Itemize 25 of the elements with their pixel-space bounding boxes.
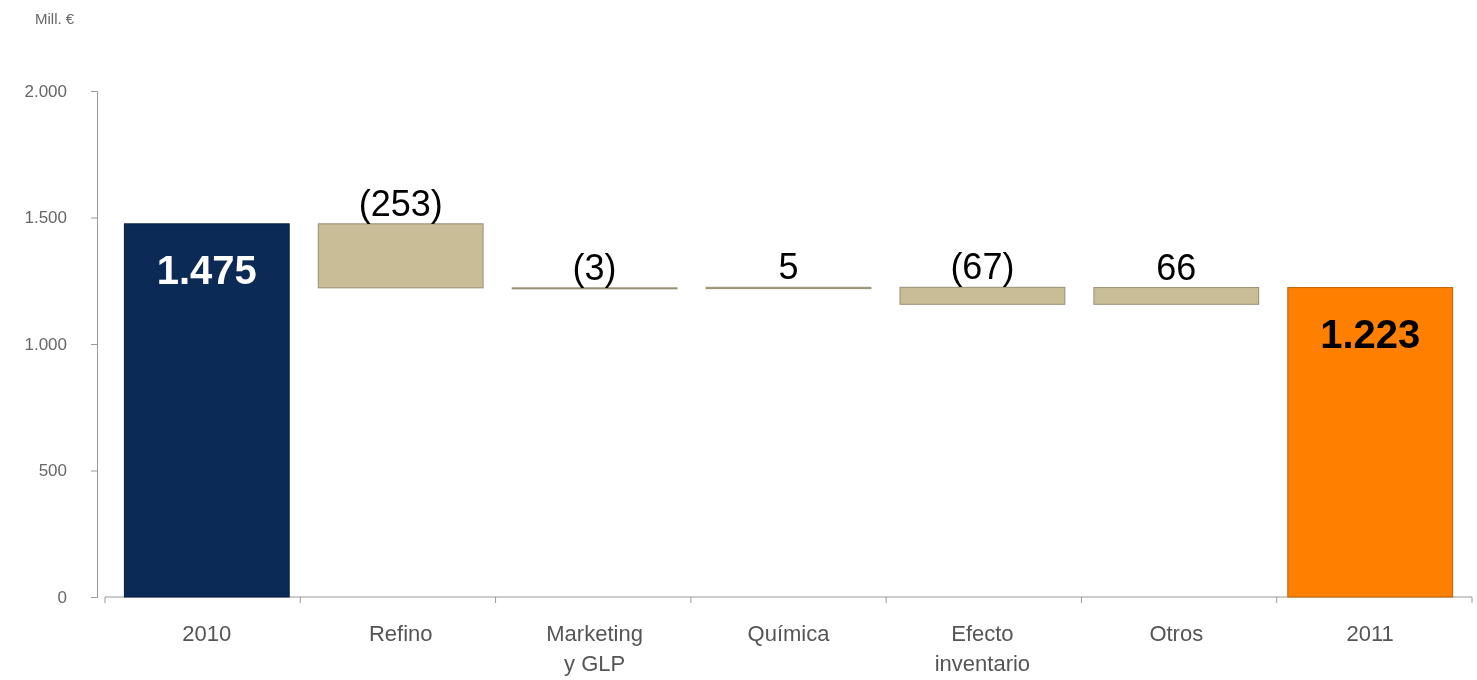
data-label: 1.223 xyxy=(1320,311,1421,356)
bar xyxy=(1093,287,1260,305)
x-tick-label: Otros xyxy=(1149,621,1204,646)
data-label: 66 xyxy=(1156,246,1197,288)
y-tick-label: 1.500 xyxy=(24,208,67,228)
y-axis-title: Mill. € xyxy=(35,10,75,27)
data-label: (3) xyxy=(572,246,617,288)
x-tick-label: Marketing y GLP xyxy=(546,621,643,676)
bar xyxy=(123,223,290,598)
data-label: (67) xyxy=(950,246,1015,288)
x-tick-label: Refino xyxy=(368,621,433,646)
y-tick-label: 1.000 xyxy=(24,334,67,354)
x-tick-label: Efecto inventario xyxy=(934,621,1031,676)
bar xyxy=(899,286,1066,305)
data-label: 5 xyxy=(778,246,799,288)
bar xyxy=(1287,287,1454,598)
x-tick-label: 2010 xyxy=(182,621,232,646)
data-label: (253) xyxy=(358,182,443,224)
data-label: 1.475 xyxy=(156,247,257,292)
x-tick-label: 2011 xyxy=(1346,621,1394,646)
y-tick-label: 2.000 xyxy=(24,81,67,101)
bar xyxy=(317,223,484,289)
y-tick-label: 0 xyxy=(57,587,67,607)
x-tick-label: Química xyxy=(747,621,831,646)
y-tick-label: 500 xyxy=(38,461,67,481)
